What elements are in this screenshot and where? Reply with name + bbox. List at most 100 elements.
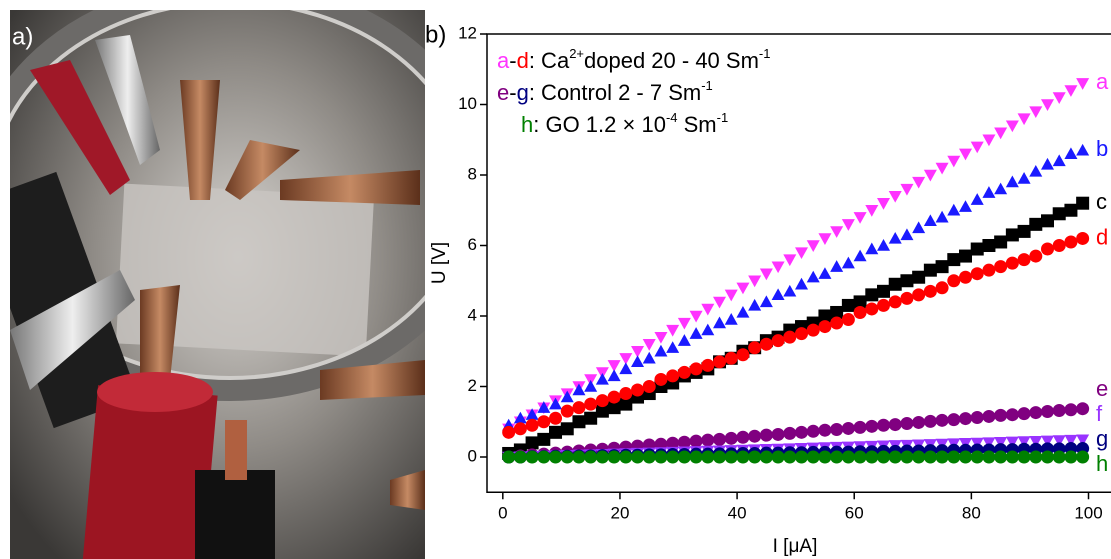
marker xyxy=(1029,106,1043,119)
marker xyxy=(1052,435,1066,447)
legend: a-d: Ca2+doped 20 - 40 Sm-1e-g: Control … xyxy=(497,46,770,137)
marker xyxy=(537,450,551,464)
marker xyxy=(877,418,891,432)
marker xyxy=(841,421,855,435)
marker xyxy=(818,267,832,279)
marker xyxy=(713,296,727,309)
marker xyxy=(982,263,996,277)
panel-label: a) xyxy=(12,23,33,50)
marker xyxy=(865,205,879,217)
marker xyxy=(701,433,715,447)
marker xyxy=(853,249,867,262)
marker xyxy=(771,450,785,464)
marker xyxy=(724,289,738,302)
legend-text: - xyxy=(509,48,516,73)
y-tick-label: 10 xyxy=(458,94,477,113)
plot-frame xyxy=(486,33,1111,493)
marker xyxy=(584,380,598,392)
y-tick-label: 4 xyxy=(468,305,477,324)
marker xyxy=(759,428,773,442)
marker xyxy=(537,401,551,413)
marker xyxy=(748,429,762,443)
marker xyxy=(935,413,949,427)
x-tick-label: 20 xyxy=(610,504,629,523)
marker xyxy=(736,430,750,444)
marker xyxy=(970,141,984,154)
series-label: c xyxy=(1096,189,1107,214)
marker xyxy=(677,450,691,464)
marker xyxy=(1076,196,1090,210)
marker xyxy=(795,247,809,260)
marker xyxy=(666,369,680,383)
marker xyxy=(1017,172,1031,184)
legend-text: : Control 2 - 7 Sm xyxy=(529,80,701,105)
marker xyxy=(748,341,762,355)
marker xyxy=(572,450,586,464)
series xyxy=(502,450,1090,464)
marker xyxy=(560,450,574,464)
legend-text: Sm xyxy=(678,112,717,137)
marker xyxy=(959,270,973,284)
marker xyxy=(959,200,973,212)
marker xyxy=(888,277,902,291)
marker xyxy=(959,450,973,464)
marker xyxy=(607,450,621,464)
marker xyxy=(783,284,797,297)
marker xyxy=(935,210,949,223)
marker xyxy=(935,281,949,295)
marker xyxy=(888,231,902,244)
marker xyxy=(1052,239,1066,252)
series-label: a xyxy=(1096,69,1109,94)
marker xyxy=(806,240,820,252)
marker xyxy=(1076,402,1090,416)
marker xyxy=(1052,154,1066,167)
marker xyxy=(970,242,984,256)
marker xyxy=(631,383,645,397)
marker xyxy=(1064,403,1078,417)
marker xyxy=(912,176,926,189)
legend-text: a xyxy=(497,48,510,73)
marker xyxy=(947,274,961,288)
marker xyxy=(994,436,1008,449)
marker xyxy=(771,427,785,441)
marker xyxy=(689,327,703,339)
series-label: b xyxy=(1096,136,1108,161)
legend-text: -1 xyxy=(759,46,771,61)
marker xyxy=(549,411,563,425)
marker xyxy=(947,253,961,267)
legend-entry: h: GO 1.2 × 10-4 Sm-1 xyxy=(521,110,728,137)
marker xyxy=(994,260,1008,274)
marker xyxy=(1029,406,1043,420)
marker xyxy=(795,277,809,290)
marker xyxy=(1029,164,1043,177)
marker xyxy=(619,450,633,464)
series xyxy=(502,402,1090,464)
marker xyxy=(736,450,750,464)
marker xyxy=(1041,157,1055,170)
x-tick-label: 0 xyxy=(498,504,507,523)
legend-text: : GO 1.2 × 10 xyxy=(533,112,666,137)
marker xyxy=(877,198,891,210)
marker xyxy=(689,362,703,376)
marker xyxy=(982,437,996,450)
marker xyxy=(830,260,844,272)
marker xyxy=(923,284,937,298)
series-label: d xyxy=(1096,224,1108,249)
series-label: h xyxy=(1096,451,1108,476)
marker xyxy=(818,309,832,323)
marker xyxy=(1041,450,1055,464)
marker xyxy=(923,214,937,227)
marker xyxy=(853,450,867,464)
marker xyxy=(1052,403,1066,417)
series xyxy=(502,143,1090,431)
x-tick-label: 100 xyxy=(1074,504,1102,523)
marker xyxy=(1064,85,1078,97)
marker xyxy=(806,270,820,283)
marker xyxy=(830,226,844,238)
marker xyxy=(1052,207,1066,221)
x-tick-label: 60 xyxy=(845,504,864,523)
marker xyxy=(818,423,832,437)
